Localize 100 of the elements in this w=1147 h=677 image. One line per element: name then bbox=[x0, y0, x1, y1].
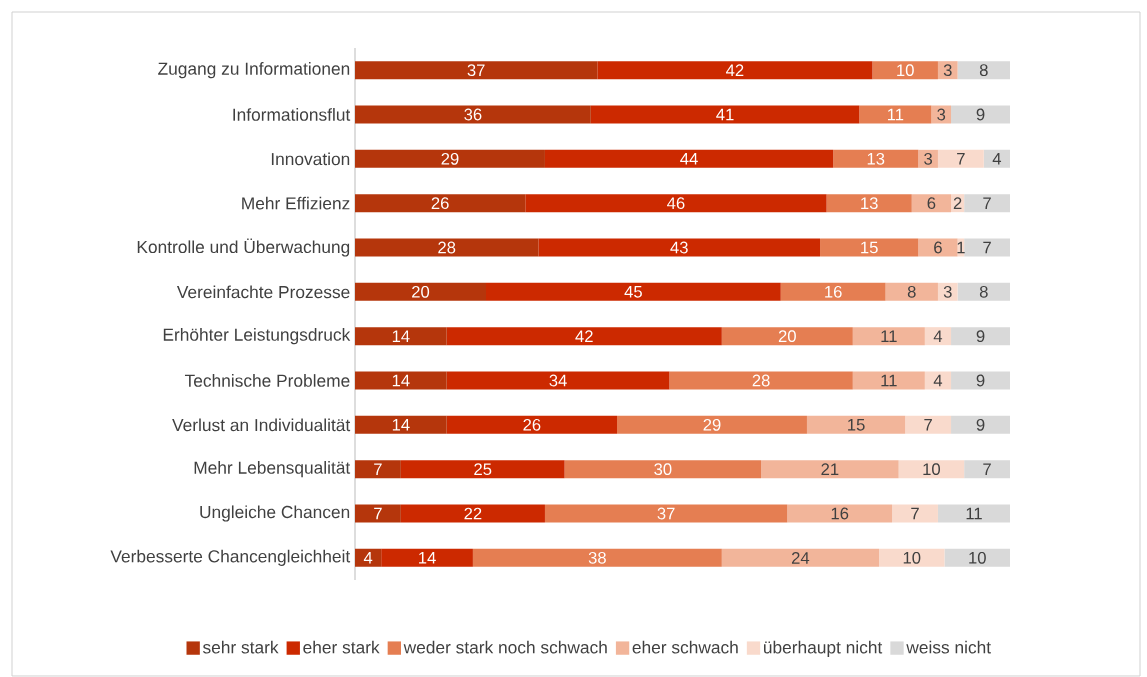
data-label: 10 bbox=[897, 64, 914, 77]
bar bbox=[597, 61, 873, 80]
data-label: 7 bbox=[983, 241, 991, 254]
data-label: 11 bbox=[881, 330, 897, 342]
bar bbox=[892, 504, 938, 523]
data-label: 4 bbox=[363, 552, 373, 564]
data-label: 34 bbox=[549, 374, 567, 387]
bar bbox=[446, 327, 722, 346]
y-tick-label: Verbesserte Chancengleichheit bbox=[110, 549, 351, 566]
bar bbox=[931, 105, 952, 124]
data-label: 2 bbox=[953, 197, 962, 209]
bar bbox=[964, 460, 1010, 479]
data-label: 3 bbox=[943, 285, 952, 298]
y-tick-label: Vereinfachte Prozesse bbox=[176, 285, 350, 299]
data-label: 15 bbox=[861, 241, 878, 254]
data-label: 20 bbox=[778, 330, 796, 343]
bar bbox=[472, 548, 722, 567]
bar bbox=[937, 149, 984, 168]
bar bbox=[872, 61, 938, 80]
bar bbox=[852, 371, 925, 390]
data-label: 37 bbox=[467, 64, 485, 77]
data-label: 38 bbox=[588, 551, 606, 564]
data-label: 14 bbox=[392, 374, 410, 387]
data-label: 26 bbox=[431, 197, 449, 210]
data-label: 11 bbox=[888, 108, 904, 121]
data-label: 9 bbox=[976, 108, 985, 121]
data-label: 1 bbox=[957, 241, 965, 254]
bar bbox=[918, 238, 958, 257]
bar bbox=[590, 105, 860, 124]
data-label: 8 bbox=[907, 285, 916, 298]
data-label: 9 bbox=[976, 418, 985, 431]
bar bbox=[911, 194, 952, 213]
bar bbox=[833, 149, 919, 168]
y-tick-label: Innovation bbox=[271, 152, 350, 166]
bar bbox=[964, 194, 1010, 213]
data-label: 16 bbox=[825, 285, 842, 298]
bar bbox=[355, 238, 539, 257]
y-tick-label: Verlust an Individualität bbox=[172, 418, 351, 432]
data-label: 13 bbox=[861, 197, 878, 210]
bar bbox=[918, 149, 938, 168]
data-label: 14 bbox=[392, 330, 410, 342]
data-label: 4 bbox=[933, 374, 943, 387]
bar bbox=[355, 371, 447, 390]
y-tick-label: Informationsflut bbox=[233, 108, 351, 121]
bar bbox=[355, 61, 598, 80]
bar bbox=[937, 282, 958, 301]
data-label: 28 bbox=[752, 374, 770, 387]
bar bbox=[951, 371, 1010, 390]
data-label: 26 bbox=[523, 418, 541, 431]
data-label: 9 bbox=[976, 374, 985, 387]
data-label: 29 bbox=[703, 418, 721, 431]
bar bbox=[525, 194, 827, 213]
bar bbox=[944, 548, 1010, 567]
data-label: 14 bbox=[419, 552, 436, 564]
bar bbox=[957, 282, 1010, 301]
bar bbox=[669, 371, 853, 390]
data-label: 3 bbox=[937, 108, 946, 121]
data-label: 21 bbox=[821, 463, 839, 475]
y-tick-label: Mehr Lebensqualität bbox=[194, 461, 351, 478]
bar bbox=[446, 371, 670, 390]
bar bbox=[957, 61, 1010, 80]
data-label: 42 bbox=[726, 64, 744, 76]
data-label: 7 bbox=[983, 197, 991, 209]
data-label: 8 bbox=[979, 64, 988, 77]
bar bbox=[937, 61, 958, 80]
data-label: 8 bbox=[979, 285, 988, 298]
legend-label: überhaupt nicht bbox=[764, 640, 883, 657]
bar bbox=[951, 327, 1010, 346]
data-label: 3 bbox=[943, 64, 952, 77]
bar bbox=[446, 415, 617, 434]
bar bbox=[820, 238, 919, 257]
data-label: 7 bbox=[983, 463, 991, 475]
bar bbox=[780, 282, 886, 301]
bar bbox=[355, 282, 486, 301]
bar bbox=[355, 105, 591, 124]
data-label: 3 bbox=[924, 152, 933, 165]
data-label: 45 bbox=[624, 286, 642, 298]
data-label: 20 bbox=[412, 285, 430, 298]
data-label: 41 bbox=[716, 108, 734, 121]
data-label: 13 bbox=[867, 152, 885, 165]
y-tick-label: Zugang zu Informationen bbox=[158, 62, 350, 79]
data-label: 4 bbox=[992, 153, 1002, 165]
bar bbox=[787, 504, 893, 523]
bar bbox=[905, 415, 952, 434]
bar bbox=[761, 460, 899, 479]
bar bbox=[400, 460, 565, 479]
data-label: 15 bbox=[848, 419, 865, 431]
bar bbox=[617, 415, 807, 434]
bar bbox=[924, 327, 952, 346]
data-label: 10 bbox=[903, 551, 921, 564]
data-label: 16 bbox=[831, 507, 849, 520]
data-label: 10 bbox=[923, 463, 941, 476]
legend-label: eher stark bbox=[303, 640, 380, 654]
bar bbox=[381, 548, 473, 567]
data-label: 14 bbox=[392, 419, 410, 431]
data-label: 11 bbox=[881, 374, 897, 387]
y-tick-label: Technische Probleme bbox=[184, 374, 350, 387]
bar bbox=[486, 282, 781, 301]
data-label: 10 bbox=[969, 551, 986, 564]
bar bbox=[859, 105, 932, 124]
